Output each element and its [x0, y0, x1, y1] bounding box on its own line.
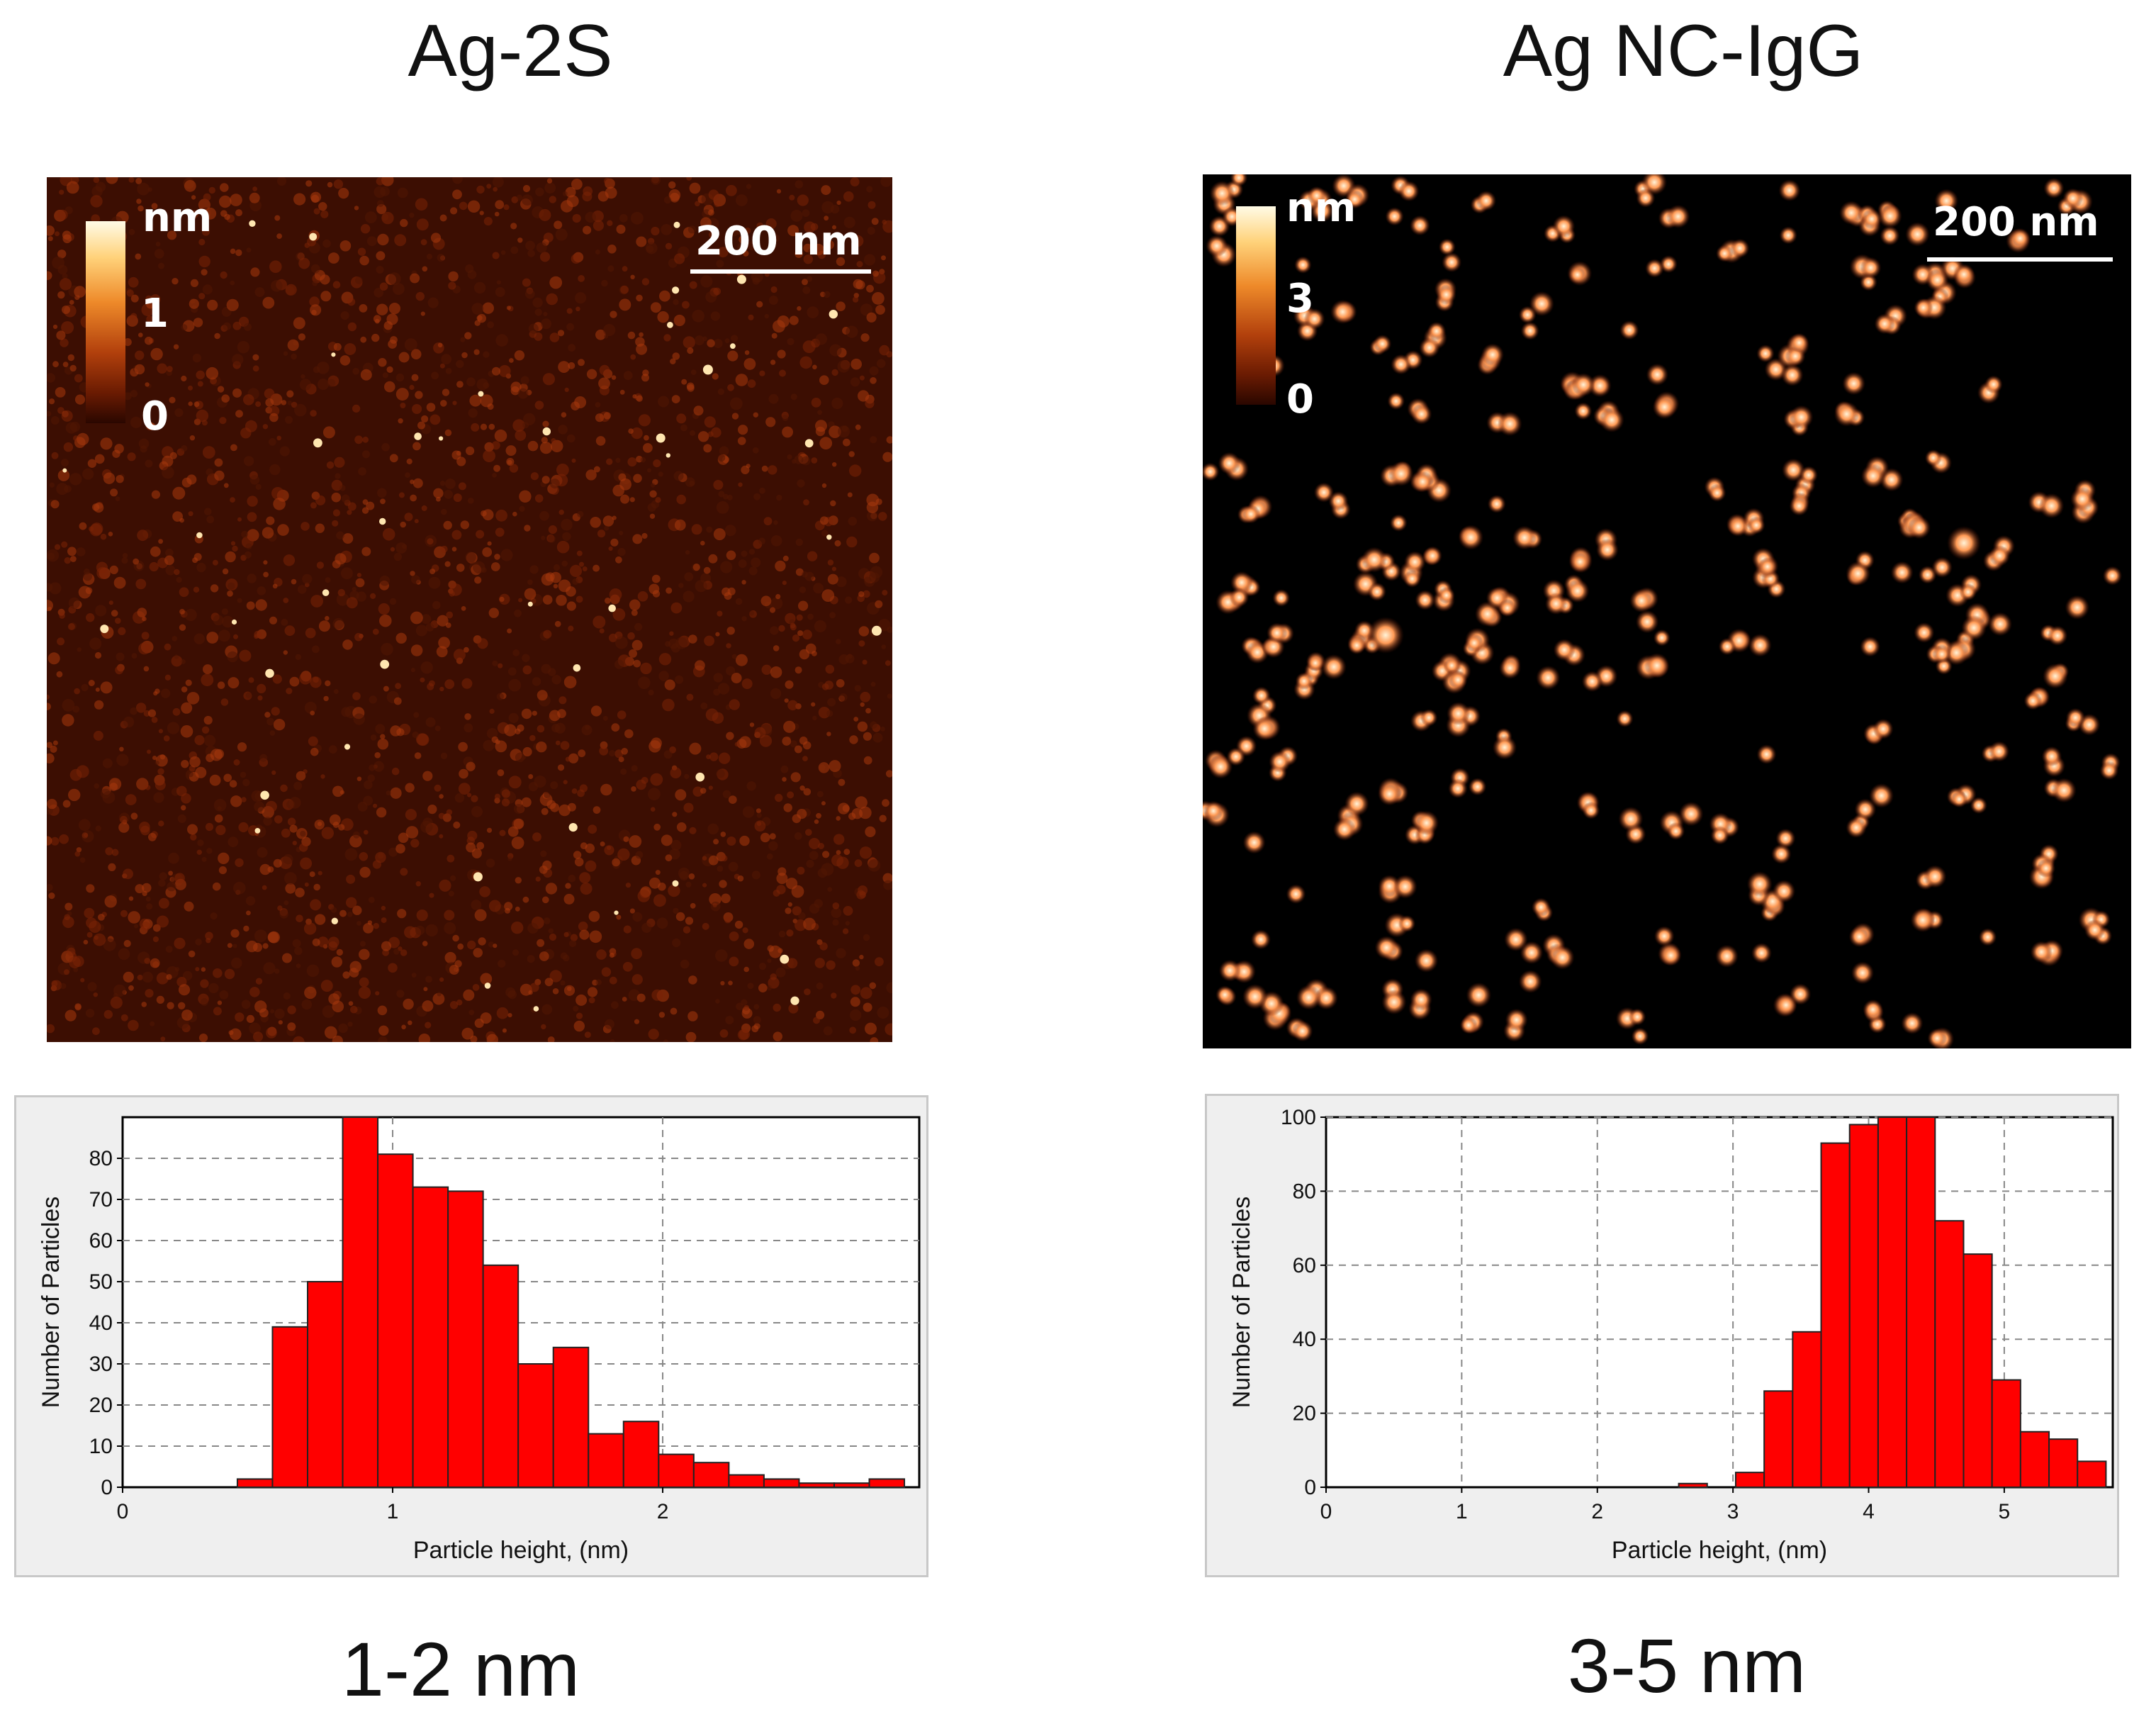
histogram-bar — [1991, 1379, 2021, 1488]
histogram-bar — [447, 1190, 484, 1488]
histogram-bar — [1678, 1482, 1708, 1489]
y-tick-label: 50 — [89, 1270, 113, 1294]
y-axis-label: Number of Particles — [1228, 1197, 1255, 1409]
panel-title-right: Ag NC-IgG — [1503, 10, 1864, 92]
histogram-bar — [622, 1421, 660, 1489]
histogram-bar — [1877, 1116, 1908, 1488]
histogram-left: 0 10 20 30 40 50 60 70 80 0 1 2 Particle height, (nm… — [14, 1095, 928, 1577]
scale-bar-label-right: 200 nm — [1933, 199, 2099, 245]
y-tick-label: 0 — [1304, 1476, 1316, 1499]
y-tick-label: 40 — [1293, 1328, 1316, 1351]
x-tick-label: 0 — [117, 1500, 129, 1523]
y-tick-label: 40 — [89, 1311, 113, 1335]
x-tick-label: 1 — [1456, 1500, 1468, 1523]
x-tick-label: 2 — [1591, 1500, 1603, 1523]
colorbar-left — [86, 221, 125, 423]
y-tick-label: 80 — [89, 1147, 113, 1170]
histogram-bar — [236, 1478, 274, 1489]
histogram-bar — [798, 1482, 835, 1489]
x-tick-label: 2 — [657, 1500, 669, 1523]
histogram-bar — [763, 1478, 800, 1489]
histogram-bar — [1763, 1390, 1794, 1488]
y-tick-label: 100 — [1281, 1106, 1316, 1129]
histogram-bar — [306, 1281, 344, 1488]
y-axis-label: Number of Particles — [38, 1197, 64, 1409]
histogram-bar — [868, 1478, 906, 1489]
histogram-bar — [482, 1264, 520, 1489]
histogram-bar — [728, 1474, 765, 1488]
histogram-bar — [342, 1116, 379, 1488]
histogram-bar — [1820, 1142, 1851, 1488]
histogram-bar — [377, 1153, 414, 1488]
histogram-bar — [1906, 1116, 1936, 1488]
y-tick-label: 0 — [101, 1476, 113, 1499]
histogram-bar — [517, 1363, 554, 1488]
y-tick-label: 80 — [1293, 1180, 1316, 1203]
histogram-bar — [658, 1453, 695, 1489]
colorbar-max-label-right: 3 — [1286, 276, 1314, 322]
histogram-bar — [833, 1482, 870, 1489]
colorbar-unit-left: nm — [142, 195, 213, 241]
y-tick-label: 30 — [89, 1353, 113, 1376]
x-tick-label: 5 — [1999, 1500, 2011, 1523]
afm-image-left: nm 1 0 200 nm — [47, 177, 892, 1042]
x-tick-label: 0 — [1320, 1500, 1332, 1523]
colorbar-max-label-left: 1 — [141, 291, 169, 337]
histogram-bar — [2048, 1438, 2079, 1489]
histogram-bar — [271, 1326, 308, 1488]
histogram-bar — [1734, 1472, 1765, 1488]
histogram-right-svg: 0 20 40 60 80 100 0 1 2 3 4 5 Particle height, (nm) N… — [1228, 1106, 2114, 1564]
afm-image-right: nm 3 0 200 nm — [1203, 174, 2131, 1048]
histogram-bar — [1792, 1331, 1822, 1489]
histogram-bar — [1963, 1253, 1993, 1488]
scale-bar-left — [690, 269, 871, 274]
range-label-right: 3-5 nm — [1567, 1623, 1807, 1708]
histogram-bar — [2077, 1460, 2107, 1489]
histogram-bar — [2019, 1431, 2050, 1489]
y-tick-label: 60 — [1293, 1254, 1316, 1277]
y-tick-label: 60 — [89, 1229, 113, 1253]
y-tick-label: 20 — [1293, 1402, 1316, 1426]
colorbar-min-label-left: 0 — [141, 393, 169, 440]
range-label-left: 1-2 nm — [341, 1626, 580, 1712]
histogram-bar — [692, 1462, 730, 1489]
x-axis-label: Particle height, (nm) — [413, 1537, 629, 1564]
scale-bar-right — [1927, 257, 2113, 262]
colorbar-unit-right: nm — [1286, 185, 1357, 231]
colorbar-right — [1236, 206, 1276, 405]
histogram-bar — [552, 1346, 590, 1488]
panel-title-left: Ag-2S — [408, 10, 613, 92]
y-tick-label: 20 — [89, 1394, 113, 1417]
histogram-bar — [588, 1433, 624, 1489]
afm-left-noise — [47, 177, 892, 1042]
x-tick-label: 4 — [1863, 1500, 1875, 1523]
histogram-bar — [1848, 1124, 1879, 1488]
afm-right-particles — [1203, 174, 2123, 1048]
y-tick-label: 10 — [89, 1435, 113, 1458]
y-tick-label: 70 — [89, 1188, 113, 1211]
histogram-bar — [412, 1186, 449, 1488]
afm-texture-right — [1203, 174, 2123, 1048]
x-tick-label: 1 — [387, 1500, 399, 1523]
afm-left-specks — [62, 220, 882, 1012]
histogram-right: 0 20 40 60 80 100 0 1 2 3 4 5 Particle height, (nm) N… — [1205, 1094, 2119, 1577]
histogram-left-svg: 0 10 20 30 40 50 60 70 80 0 1 2 Particle height, (nm… — [38, 1116, 921, 1564]
x-tick-label: 3 — [1727, 1500, 1739, 1523]
afm-texture-left — [47, 177, 892, 1042]
scale-bar-label-left: 200 nm — [695, 218, 862, 264]
x-axis-label: Particle height, (nm) — [1612, 1537, 1827, 1564]
histogram-bar — [1934, 1220, 1965, 1488]
colorbar-min-label-right: 0 — [1286, 376, 1314, 422]
